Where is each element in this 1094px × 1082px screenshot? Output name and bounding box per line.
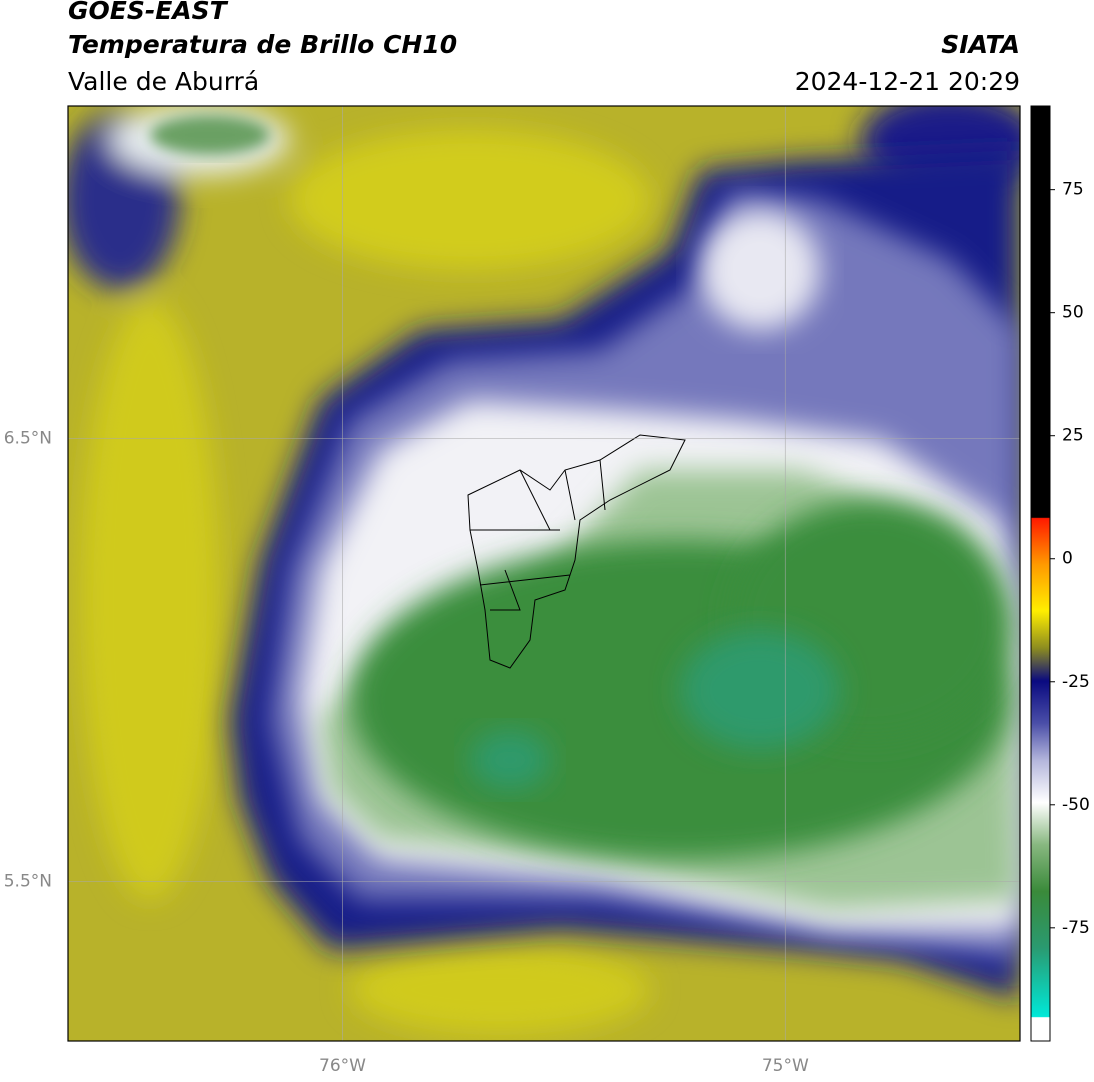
timestamp: 2024-12-21 20:29 (795, 67, 1020, 96)
y-tick-label: 5.5°N (4, 871, 52, 891)
colorbar-tick-label: -25 (1062, 672, 1090, 692)
title: GOES-EAST (68, 0, 229, 25)
colorbar-tick-label: 50 (1062, 303, 1084, 323)
colorbar-tick-label: 0 (1062, 549, 1073, 569)
colorbar (1030, 105, 1051, 1042)
satellite-image (68, 106, 1020, 1041)
y-tick-label: 6.5°N (4, 428, 52, 448)
x-tick-label: 75°W (762, 1056, 809, 1076)
map-frame (67, 105, 1021, 1042)
colorbar-tick-label: -75 (1062, 918, 1090, 938)
source: SIATA (941, 30, 1020, 59)
x-tick-label: 76°W (319, 1056, 366, 1076)
product: Temperatura de Brillo CH10 (68, 30, 457, 59)
colorbar-tick-label: 75 (1062, 180, 1084, 200)
colorbar-tick-label: 25 (1062, 426, 1084, 446)
colorbar-tick-label: -50 (1062, 795, 1090, 815)
region: Valle de Aburrá (68, 67, 259, 96)
